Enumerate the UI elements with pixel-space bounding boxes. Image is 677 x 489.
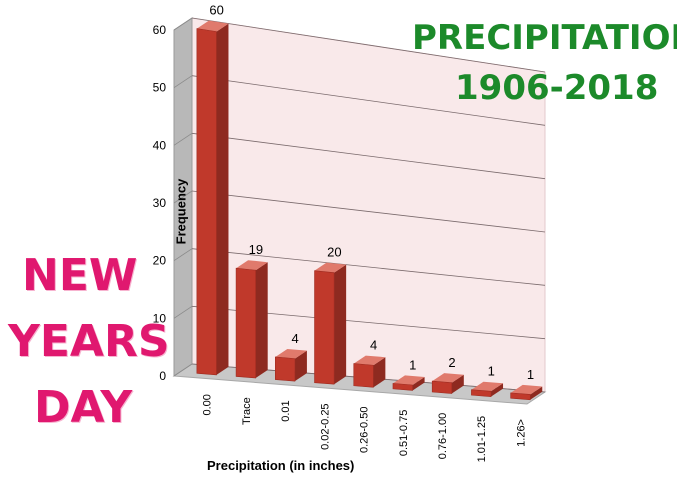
bar-top <box>236 260 268 271</box>
bar <box>353 363 374 388</box>
chart-bars <box>196 20 543 401</box>
bar-side <box>451 374 464 394</box>
x-tick-label: 0.26-0.50 <box>359 407 371 453</box>
bar-side <box>255 262 268 379</box>
bar <box>392 383 413 391</box>
gridline-side <box>173 75 193 88</box>
bar <box>471 389 492 397</box>
bar <box>275 356 296 382</box>
bar <box>431 380 453 394</box>
gridline-side <box>173 363 193 377</box>
bar-side <box>294 350 307 382</box>
side-text-day: DAY <box>34 382 133 433</box>
x-tick-label: 0.01 <box>280 400 292 421</box>
y-tick-label: 40 <box>153 138 167 152</box>
data-label: 4 <box>291 331 298 346</box>
bar <box>235 267 256 379</box>
bar-top <box>510 384 543 395</box>
x-axis-label: Precipitation (in inches) <box>207 458 355 473</box>
y-tick-label: 20 <box>153 254 167 268</box>
x-tick-label: 1.26> <box>515 419 527 447</box>
x-tick-label: 0.00 <box>202 394 214 415</box>
gridline-side <box>173 248 193 261</box>
gridline <box>191 17 546 73</box>
gridline <box>191 190 546 233</box>
data-labels: 60 19 4 20 4 1 2 1 1 <box>209 3 534 382</box>
bar-side <box>412 376 425 391</box>
x-tick-label: 0.02-0.25 <box>319 403 331 449</box>
bar-top <box>275 348 307 359</box>
x-tick-label: 0.76-1.00 <box>437 413 449 459</box>
data-label: 1 <box>488 364 495 379</box>
chart-subtitle: 1906-2018 <box>455 68 659 108</box>
side-text-new: NEW <box>22 250 138 301</box>
x-tick-label: Trace <box>241 397 253 425</box>
bar <box>196 28 217 376</box>
bar-top <box>314 262 347 273</box>
x-tick-label: 0.51-0.75 <box>398 410 410 456</box>
x-axis-ticks: 0.00 Trace 0.01 0.02-0.25 0.26-0.50 0.51-0.75… <box>202 394 528 462</box>
chart-title: PRECIPITATION <box>412 18 677 58</box>
bar-top <box>471 381 504 392</box>
bar <box>314 270 335 385</box>
data-label: 1 <box>409 357 416 372</box>
y-tick-label: 50 <box>153 81 167 95</box>
data-label: 19 <box>249 242 263 257</box>
bar-top <box>392 375 425 385</box>
bar <box>510 392 531 401</box>
gridline <box>191 75 546 126</box>
gridline-side <box>173 306 193 319</box>
side-text-years: YEARS <box>8 316 170 367</box>
bar-top <box>353 355 386 366</box>
bar-side <box>334 264 347 385</box>
data-label: 4 <box>370 338 377 353</box>
bar-top <box>432 373 464 383</box>
gridline-side <box>173 17 193 31</box>
data-label: 1 <box>527 367 534 382</box>
bar-side <box>216 23 229 375</box>
y-tick-label: 30 <box>153 196 167 210</box>
gridline-side <box>173 133 193 146</box>
gridline-side <box>173 190 193 204</box>
x-tick-label: 1.01-1.25 <box>476 416 488 462</box>
chart-gridlines <box>173 17 546 393</box>
gridline <box>191 248 546 286</box>
bar-side <box>373 357 386 388</box>
data-label: 60 <box>209 3 223 18</box>
data-label: 2 <box>448 355 455 370</box>
gridline <box>191 132 546 180</box>
bar-top <box>196 20 229 32</box>
y-axis-ticks: 0 10 20 30 40 50 60 <box>153 23 167 383</box>
data-label: 20 <box>327 245 341 260</box>
bar-side <box>530 386 543 400</box>
bar-side <box>491 383 504 397</box>
y-axis-label: Frequency <box>173 178 189 245</box>
y-tick-label: 10 <box>153 311 167 325</box>
y-tick-label: 0 <box>159 369 166 383</box>
y-tick-label: 60 <box>153 23 167 37</box>
